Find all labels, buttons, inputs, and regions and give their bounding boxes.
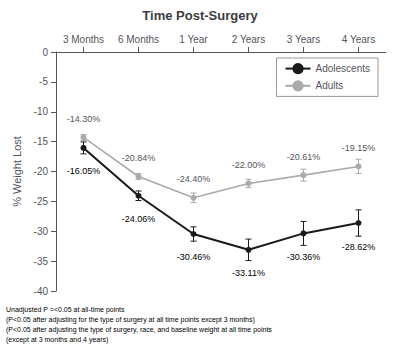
svg-text:-25: -25: [34, 196, 49, 207]
svg-text:Adults: Adults: [316, 80, 344, 91]
svg-text:-5: -5: [39, 76, 48, 87]
svg-text:-30.46%: -30.46%: [177, 252, 211, 262]
svg-text:6 Months: 6 Months: [118, 34, 159, 45]
svg-text:-10: -10: [34, 106, 49, 117]
svg-text:-28.62%: -28.62%: [342, 242, 376, 252]
svg-text:-24.06%: -24.06%: [122, 214, 156, 224]
svg-text:-20.61%: -20.61%: [287, 152, 321, 162]
svg-text:-16.05%: -16.05%: [67, 166, 101, 176]
svg-text:-24.40%: -24.40%: [177, 174, 211, 184]
svg-text:(P<0.05 after adjusting the ty: (P<0.05 after adjusting the type of surg…: [6, 326, 272, 334]
svg-text:-33.11%: -33.11%: [232, 268, 265, 278]
svg-text:-15: -15: [34, 136, 49, 147]
svg-text:-30.36%: -30.36%: [287, 252, 321, 262]
svg-text:4 Years: 4 Years: [342, 34, 375, 45]
svg-text:(P<0.05 after adjusting for th: (P<0.05 after adjusting for the type of …: [6, 316, 255, 324]
svg-text:Adolescents: Adolescents: [316, 63, 370, 74]
svg-text:2 Years: 2 Years: [232, 34, 265, 45]
svg-text:-20.84%: -20.84%: [122, 153, 156, 163]
svg-text:Unadjusted P =<0.05 at all-tim: Unadjusted P =<0.05 at all-time points: [6, 306, 125, 314]
svg-text:-14.30%: -14.30%: [67, 114, 101, 124]
svg-text:3 Years: 3 Years: [287, 34, 320, 45]
svg-text:-30: -30: [34, 226, 49, 237]
svg-text:-19.15%: -19.15%: [342, 143, 376, 153]
svg-text:-22.00%: -22.00%: [232, 160, 266, 170]
svg-text:-35: -35: [34, 256, 49, 267]
svg-text:3 Months: 3 Months: [63, 34, 104, 45]
svg-text:(except at 3 months and 4 year: (except at 3 months and 4 years): [6, 336, 108, 344]
svg-text:-20: -20: [34, 166, 49, 177]
svg-text:-40: -40: [34, 286, 49, 297]
svg-text:1 Year: 1 Year: [179, 34, 208, 45]
svg-text:Time Post-Surgery: Time Post-Surgery: [142, 8, 258, 23]
svg-text:0: 0: [42, 47, 48, 58]
svg-text:% Weight Lost: % Weight Lost: [11, 136, 23, 207]
